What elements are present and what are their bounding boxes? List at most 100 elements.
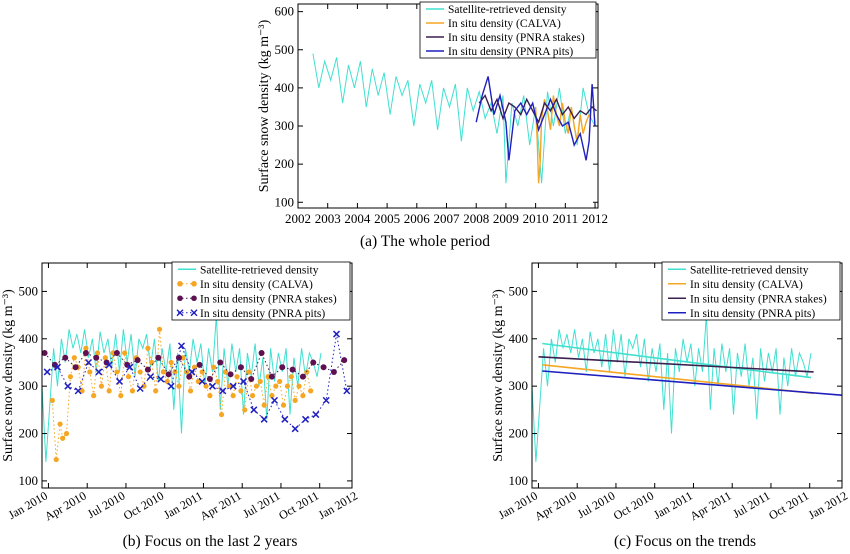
point-b-2-4 xyxy=(82,350,89,356)
point-b-1-5 xyxy=(67,374,74,380)
series-a-0 xyxy=(312,53,596,184)
series-c-3 xyxy=(538,356,814,373)
point-b-3-17 xyxy=(219,387,227,395)
point-b-1-43 xyxy=(215,378,221,385)
legend-label-c-1: In situ density (CALVA) xyxy=(690,279,803,291)
point-b-1-12 xyxy=(94,350,101,356)
series-c-4 xyxy=(542,370,842,396)
legend-label-a-3: In situ density (PNRA pits) xyxy=(448,46,573,58)
xtick-label-b-5: Apr 2011 xyxy=(198,488,244,523)
xtick-label-b-0: Jan 2010 xyxy=(6,488,50,522)
xtick-label-c-2: Jul 2010 xyxy=(575,488,618,521)
point-b-3-28 xyxy=(332,330,341,338)
series-a-3 xyxy=(475,76,596,161)
point-b-1-15 xyxy=(106,388,112,394)
point-b-3-13 xyxy=(177,342,186,350)
series-a-2 xyxy=(478,94,597,125)
point-b-3-0 xyxy=(43,368,51,376)
point-b-1-25 xyxy=(145,345,151,351)
point-b-2-19 xyxy=(237,364,244,371)
point-b-3-9 xyxy=(136,384,144,393)
xtick-label-a-4: 2006 xyxy=(404,211,431,226)
point-b-1-18 xyxy=(118,393,124,399)
point-b-3-14 xyxy=(188,368,196,376)
xtick-label-c-1: Apr 2010 xyxy=(532,488,579,523)
point-b-1-10 xyxy=(87,369,93,375)
point-b-3-23 xyxy=(281,415,289,423)
point-b-1-13 xyxy=(98,383,105,389)
point-b-1-31 xyxy=(168,359,174,366)
point-b-1-64 xyxy=(296,383,302,389)
plot-area-b xyxy=(42,315,351,463)
legend-label-c-2: In situ density (PNRA stakes) xyxy=(690,293,827,305)
point-b-1-23 xyxy=(137,369,143,375)
point-b-1-2 xyxy=(57,421,63,427)
point-b-3-1 xyxy=(53,363,62,371)
xtick-label-a-6: 2008 xyxy=(463,211,489,226)
xtick-label-b-6: Jul 2011 xyxy=(240,488,282,520)
point-b-1-0 xyxy=(49,397,55,403)
point-b-1-20 xyxy=(125,374,132,380)
xtick-label-a-0: 2002 xyxy=(285,211,311,226)
point-b-1-24 xyxy=(141,383,147,389)
point-b-1-50 xyxy=(242,407,248,413)
point-b-1-57 xyxy=(269,393,275,399)
xtick-label-a-2: 2004 xyxy=(344,211,371,226)
series-c-0 xyxy=(532,315,812,462)
point-b-1-55 xyxy=(261,402,267,408)
point-b-1-48 xyxy=(234,374,240,380)
point-b-2-3 xyxy=(72,364,79,371)
point-b-1-32 xyxy=(172,369,178,375)
legend-marker-b-1-0 xyxy=(177,280,183,287)
point-b-1-52 xyxy=(249,393,256,399)
series-b-3 xyxy=(46,334,348,430)
point-b-1-54 xyxy=(257,378,263,385)
xtick-label-a-9: 2011 xyxy=(553,211,579,226)
legend-marker-b-3-1 xyxy=(190,309,198,317)
point-b-2-27 xyxy=(320,364,327,371)
ylabel-b: Surface snow density (kg m⁻³) xyxy=(1,289,16,462)
point-b-3-16 xyxy=(208,382,217,390)
point-b-1-47 xyxy=(230,393,236,399)
point-b-2-16 xyxy=(206,376,213,383)
point-b-3-22 xyxy=(270,396,279,404)
xtick-label-c-8: Jan 2012 xyxy=(806,488,850,522)
legend-b: Satellite-retrieved density In situ densi… xyxy=(171,261,351,321)
point-b-3-27 xyxy=(322,396,330,404)
point-b-1-26 xyxy=(149,359,155,366)
point-b-2-24 xyxy=(289,366,296,373)
point-b-2-5 xyxy=(93,354,100,361)
point-b-1-21 xyxy=(129,388,136,394)
point-b-2-2 xyxy=(62,354,69,361)
legend-label-c-0: Satellite-retrieved density xyxy=(690,264,809,276)
caption-a: (a) The whole period xyxy=(359,233,491,250)
point-b-1-53 xyxy=(253,383,260,389)
ytick-label-a-4: 500 xyxy=(275,42,295,57)
legend-label-b-1: In situ density (CALVA) xyxy=(200,279,313,291)
point-b-1-8 xyxy=(79,388,85,394)
point-b-2-14 xyxy=(186,373,193,380)
point-b-1-46 xyxy=(226,383,232,389)
point-b-2-13 xyxy=(175,354,182,361)
point-b-1-59 xyxy=(277,378,283,385)
ytick-label-a-3: 400 xyxy=(275,80,295,95)
caption-b: (b) Focus on the last 2 years xyxy=(122,533,298,550)
point-b-1-60 xyxy=(280,402,287,408)
point-b-1-67 xyxy=(308,388,314,394)
ytick-label-a-2: 300 xyxy=(275,118,295,133)
legend-marker-b-2-1 xyxy=(191,295,197,302)
ytick-label-c-3: 400 xyxy=(509,331,529,346)
point-b-3-26 xyxy=(312,411,320,419)
xtick-label-c-6: Jul 2011 xyxy=(730,488,772,520)
xtick-label-a-10: 2012 xyxy=(582,211,608,226)
point-b-2-11 xyxy=(155,354,162,361)
xtick-label-b-2: Jul 2010 xyxy=(85,488,128,521)
caption-c: (c) Focus on the trends xyxy=(613,533,757,550)
point-b-3-20 xyxy=(250,406,258,414)
ytick-label-a-1: 200 xyxy=(275,156,295,171)
point-b-1-29 xyxy=(160,369,167,375)
ytick-label-c-4: 500 xyxy=(509,283,529,298)
ytick-label-b-3: 400 xyxy=(19,331,39,346)
legend-label-a-2: In situ density (PNRA stakes) xyxy=(448,32,585,44)
